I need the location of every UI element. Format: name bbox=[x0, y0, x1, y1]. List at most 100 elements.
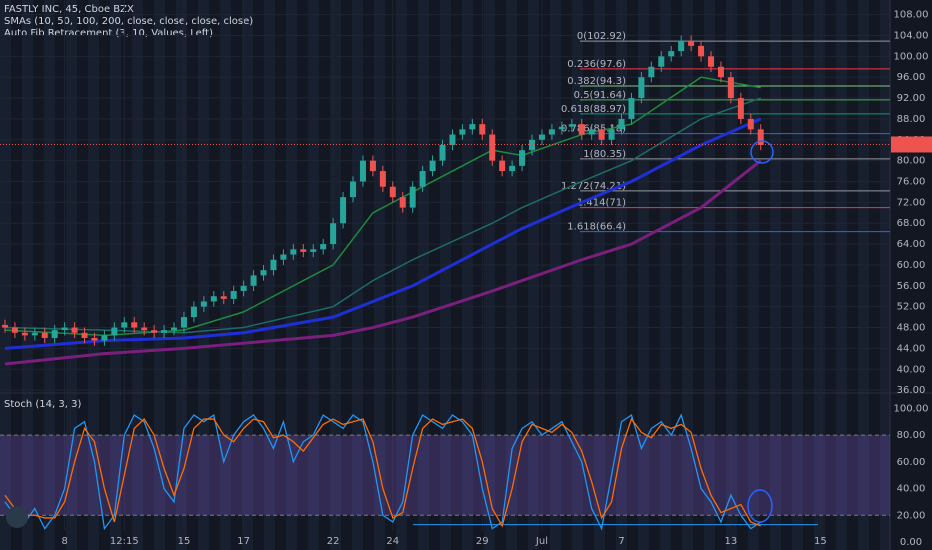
candle-body bbox=[101, 335, 108, 341]
y-tick-label: 48.00 bbox=[897, 323, 926, 334]
candle-body bbox=[379, 171, 386, 187]
candle-body bbox=[350, 181, 357, 198]
candle-body bbox=[260, 270, 267, 276]
session-stripe bbox=[286, 0, 297, 550]
x-tick-label: 24 bbox=[386, 536, 399, 547]
candle-body bbox=[141, 327, 148, 331]
session-stripe bbox=[770, 0, 781, 550]
candle-body bbox=[727, 77, 734, 99]
candle-body bbox=[151, 330, 158, 333]
candle-body bbox=[310, 249, 317, 252]
candle-body bbox=[509, 165, 516, 172]
session-stripe bbox=[550, 0, 561, 550]
session-stripe bbox=[88, 0, 99, 550]
y-tick-label: 92.00 bbox=[897, 93, 926, 104]
candle-body bbox=[538, 134, 545, 140]
fib-label: 0.618(88.97) bbox=[561, 104, 626, 115]
candle-body bbox=[558, 126, 565, 130]
y-tick-label: 72.00 bbox=[897, 197, 926, 208]
x-tick-label: 12:15 bbox=[110, 536, 139, 547]
candle-body bbox=[200, 301, 207, 307]
session-stripe bbox=[374, 0, 385, 550]
stoch-tick-label: 40.00 bbox=[897, 484, 926, 495]
stoch-title: Stoch (14, 3, 3) bbox=[4, 399, 81, 410]
session-stripe bbox=[242, 0, 253, 550]
session-stripe bbox=[264, 0, 275, 550]
candle-body bbox=[369, 160, 376, 172]
candle-body bbox=[628, 98, 635, 119]
session-stripe bbox=[704, 0, 715, 550]
candle-body bbox=[330, 223, 337, 245]
session-stripe bbox=[792, 0, 803, 550]
candle-body bbox=[11, 327, 18, 333]
candle-body bbox=[588, 129, 595, 135]
session-stripe bbox=[726, 0, 737, 550]
candle-body bbox=[529, 139, 536, 151]
y-tick-label: 40.00 bbox=[897, 364, 926, 375]
candle-body bbox=[389, 186, 396, 198]
y-tick-label: 44.00 bbox=[897, 343, 926, 354]
session-stripe bbox=[660, 0, 671, 550]
annotation-circle bbox=[747, 489, 773, 523]
candle-body bbox=[459, 129, 466, 135]
candle-body bbox=[121, 322, 128, 328]
candle-body bbox=[638, 77, 645, 99]
candle-body bbox=[489, 134, 496, 161]
y-tick-label: 68.00 bbox=[897, 218, 926, 229]
session-stripe bbox=[748, 0, 759, 550]
y-tick-label: 64.00 bbox=[897, 239, 926, 250]
session-stripe bbox=[176, 0, 187, 550]
candle-body bbox=[61, 327, 68, 331]
fib-label: 0.5(91.64) bbox=[574, 90, 626, 101]
session-stripe bbox=[352, 0, 363, 550]
candle-body bbox=[91, 337, 98, 341]
candle-body bbox=[240, 285, 247, 292]
candle-body bbox=[747, 118, 754, 130]
candle-body bbox=[290, 249, 297, 255]
indicator-line bbox=[4, 413, 762, 531]
y-tick-label: 60.00 bbox=[897, 260, 926, 271]
candle-body bbox=[1, 324, 8, 328]
candle-body bbox=[41, 332, 48, 338]
x-tick-label: 8 bbox=[61, 536, 67, 547]
y-tick-label: 56.00 bbox=[897, 281, 926, 292]
x-tick-label: Jul bbox=[535, 536, 548, 547]
candle-body bbox=[409, 186, 416, 208]
fib-label: 0.382(94.3) bbox=[567, 76, 626, 87]
indicator-label: Auto Fib Retracement (3, 10, Values, Lef… bbox=[4, 28, 213, 39]
indicator-label: SMAs (10, 50, 100, 200, close, close, cl… bbox=[4, 16, 253, 27]
stoch-tick-label: 60.00 bbox=[897, 457, 926, 468]
candle-body bbox=[171, 327, 178, 331]
fib-label: 1(80.35) bbox=[583, 149, 626, 160]
candle-body bbox=[220, 296, 227, 299]
indicator-line bbox=[4, 117, 762, 350]
y-tick-label: 88.00 bbox=[897, 114, 926, 125]
candle-body bbox=[190, 306, 197, 318]
candle-body bbox=[578, 124, 585, 135]
x-tick-label: 22 bbox=[327, 536, 340, 547]
y-tick-label: 104.00 bbox=[894, 30, 929, 41]
fib-label: 1.272(74.21) bbox=[561, 181, 626, 192]
chart-title: FASTLY INC, 45, Cboe BZX bbox=[4, 4, 134, 15]
session-stripe bbox=[814, 0, 825, 550]
session-stripe bbox=[638, 0, 649, 550]
candle-body bbox=[568, 124, 575, 127]
x-tick-label: 29 bbox=[476, 536, 489, 547]
stoch-tick-label: 20.00 bbox=[897, 510, 926, 521]
candle-body bbox=[161, 330, 168, 333]
session-stripe bbox=[440, 0, 451, 550]
candle-body bbox=[618, 118, 625, 130]
indicator-line bbox=[4, 159, 762, 366]
candle-body bbox=[499, 160, 506, 172]
session-stripe bbox=[154, 0, 165, 550]
indicator-line bbox=[4, 417, 761, 528]
candle-body bbox=[230, 291, 237, 299]
session-stripe bbox=[22, 0, 33, 550]
candle-body bbox=[320, 244, 327, 250]
candle-body bbox=[548, 129, 555, 135]
candle-body bbox=[648, 66, 655, 78]
stoch-tick-label: 80.00 bbox=[897, 430, 926, 441]
candle-body bbox=[81, 332, 88, 338]
candle-body bbox=[688, 40, 695, 46]
candle-body bbox=[111, 327, 118, 336]
